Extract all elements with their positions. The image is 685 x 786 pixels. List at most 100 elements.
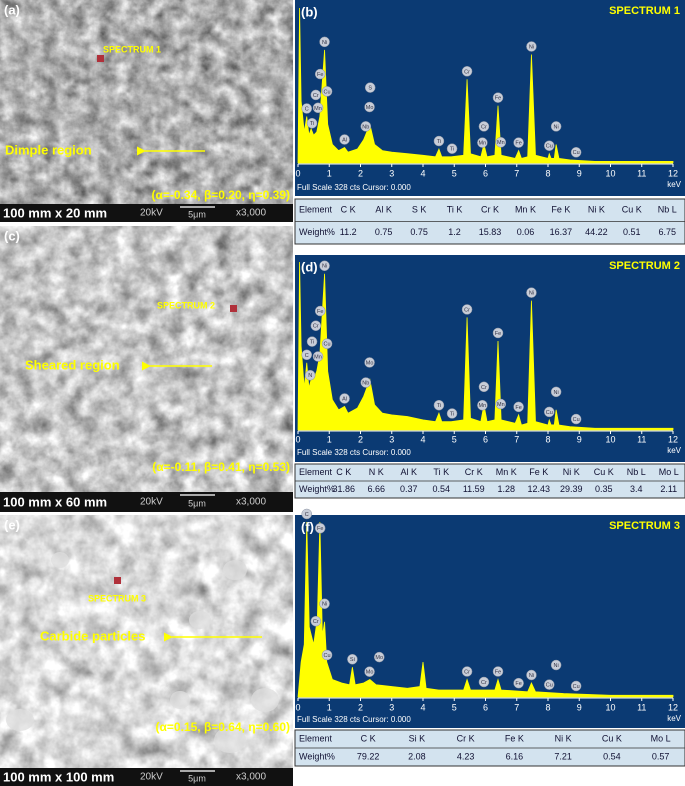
voltage: 20kV — [140, 208, 163, 219]
table-weight: 0.75 — [375, 227, 393, 237]
table-weight: 0.57 — [652, 751, 670, 761]
table-weight: 6.16 — [506, 751, 524, 761]
voltage: 20kV — [140, 772, 163, 783]
peak-marker — [321, 649, 333, 661]
x-tick-label: 7 — [514, 702, 519, 712]
peak-label: Ni — [322, 40, 327, 46]
peak-label: Cu — [546, 683, 553, 689]
peak-label: Fe — [515, 141, 521, 147]
x-tick-label: 4 — [420, 434, 425, 444]
x-tick-label: 3 — [389, 702, 394, 712]
peak-marker — [570, 147, 582, 158]
peak-label: N — [308, 373, 312, 379]
peak-label: Cr — [464, 307, 470, 313]
peak-marker — [526, 287, 537, 298]
table-weight: 0.51 — [623, 227, 641, 237]
table-weight: 16.37 — [550, 227, 573, 237]
spectrum-footer: Full Scale 328 cts Cursor: 0.000 — [297, 183, 411, 192]
peak-marker — [314, 68, 326, 80]
x-tick-label: 0 — [295, 434, 300, 444]
peak-marker — [461, 66, 473, 77]
table-element: Ti K — [433, 467, 449, 477]
table-element: Ni K — [563, 467, 580, 477]
x-tick-label: 5 — [452, 168, 457, 178]
table-row-label: Element — [299, 205, 333, 215]
peak-marker — [478, 381, 490, 393]
panel-label: (a) — [4, 2, 20, 17]
table-weight: 31.86 — [332, 484, 355, 494]
spectrum-background — [295, 0, 685, 196]
peak-label: Cu — [324, 653, 331, 659]
carbide-particle — [189, 611, 211, 629]
sem-image — [0, 226, 293, 492]
table-element: N K — [369, 467, 384, 477]
peak-label: Ti — [450, 147, 454, 153]
peak-marker — [306, 117, 318, 129]
carbide-particle — [214, 727, 246, 753]
carbide-particle — [170, 691, 190, 709]
peak-label: Ti — [450, 411, 454, 417]
peak-label: Nb — [362, 380, 369, 386]
peak-label: Ni — [554, 390, 559, 396]
panel-label: (c) — [4, 228, 20, 243]
peak-marker — [477, 399, 488, 411]
peak-marker — [446, 408, 458, 419]
x-tick-label: 4 — [420, 168, 425, 178]
table-weight: 0.35 — [595, 484, 613, 494]
peak-marker — [304, 369, 316, 381]
spot-label: SPECTRUM 2 — [157, 300, 215, 310]
table-element: Si K — [409, 733, 426, 743]
peak-label: Ni — [529, 291, 534, 297]
peak-marker — [544, 140, 555, 151]
info-strip — [0, 204, 293, 222]
peak-marker — [319, 598, 330, 609]
x-tick-label: 10 — [605, 702, 615, 712]
spectrum-footer: Full Scale 328 cts Cursor: 0.000 — [297, 715, 411, 724]
table-row-label: Element — [299, 733, 333, 743]
table-weight: 6.66 — [367, 484, 385, 494]
table-row-label: Weight% — [299, 751, 335, 761]
peak-marker — [310, 320, 322, 331]
peak-marker — [478, 121, 490, 132]
table-weight: 29.39 — [560, 484, 583, 494]
peak-label: Cr — [464, 69, 470, 75]
peak-label: Ti — [437, 403, 441, 409]
spectrum-title: SPECTRUM 1 — [609, 5, 680, 17]
peak-label: Mn — [314, 354, 322, 360]
x-tick-label: 3 — [389, 168, 394, 178]
peak-marker — [433, 135, 445, 147]
peak-marker — [364, 82, 376, 93]
peak-marker — [492, 92, 504, 103]
x-tick-label: 10 — [605, 434, 615, 444]
x-tick-label: 9 — [577, 434, 582, 444]
peak-marker — [319, 36, 330, 48]
peak-label: Si — [350, 657, 355, 663]
peak-marker — [526, 41, 537, 52]
x-tick-label: 12 — [668, 434, 678, 444]
peak-label: Mn — [479, 403, 487, 409]
peak-label: Cr — [464, 669, 470, 675]
peak-label: C — [305, 106, 309, 112]
x-tick-label: 8 — [545, 168, 550, 178]
peak-label: Ti — [437, 139, 441, 145]
peak-label: Ni — [554, 663, 559, 669]
peak-marker — [446, 143, 458, 154]
x-axis-label: keV — [667, 180, 681, 189]
x-tick-label: 1 — [327, 434, 332, 444]
carbide-particle — [251, 688, 279, 712]
peak-marker — [312, 351, 324, 362]
peak-marker — [433, 399, 445, 411]
peak-label: Cr — [481, 385, 487, 391]
table-element: Fe K — [505, 733, 524, 743]
peak-label: Cr — [313, 619, 319, 625]
spectrum-title: SPECTRUM 2 — [609, 260, 680, 272]
table-weight: 15.83 — [479, 227, 502, 237]
peak-label: Mo — [375, 655, 383, 661]
table-weight: 3.4 — [630, 484, 643, 494]
peak-marker — [339, 393, 350, 404]
sem-image — [0, 0, 293, 204]
peak-label: Mo — [366, 360, 374, 366]
x-tick-label: 8 — [545, 434, 550, 444]
x-axis-label: keV — [667, 446, 681, 455]
table-weight: 7.21 — [554, 751, 572, 761]
